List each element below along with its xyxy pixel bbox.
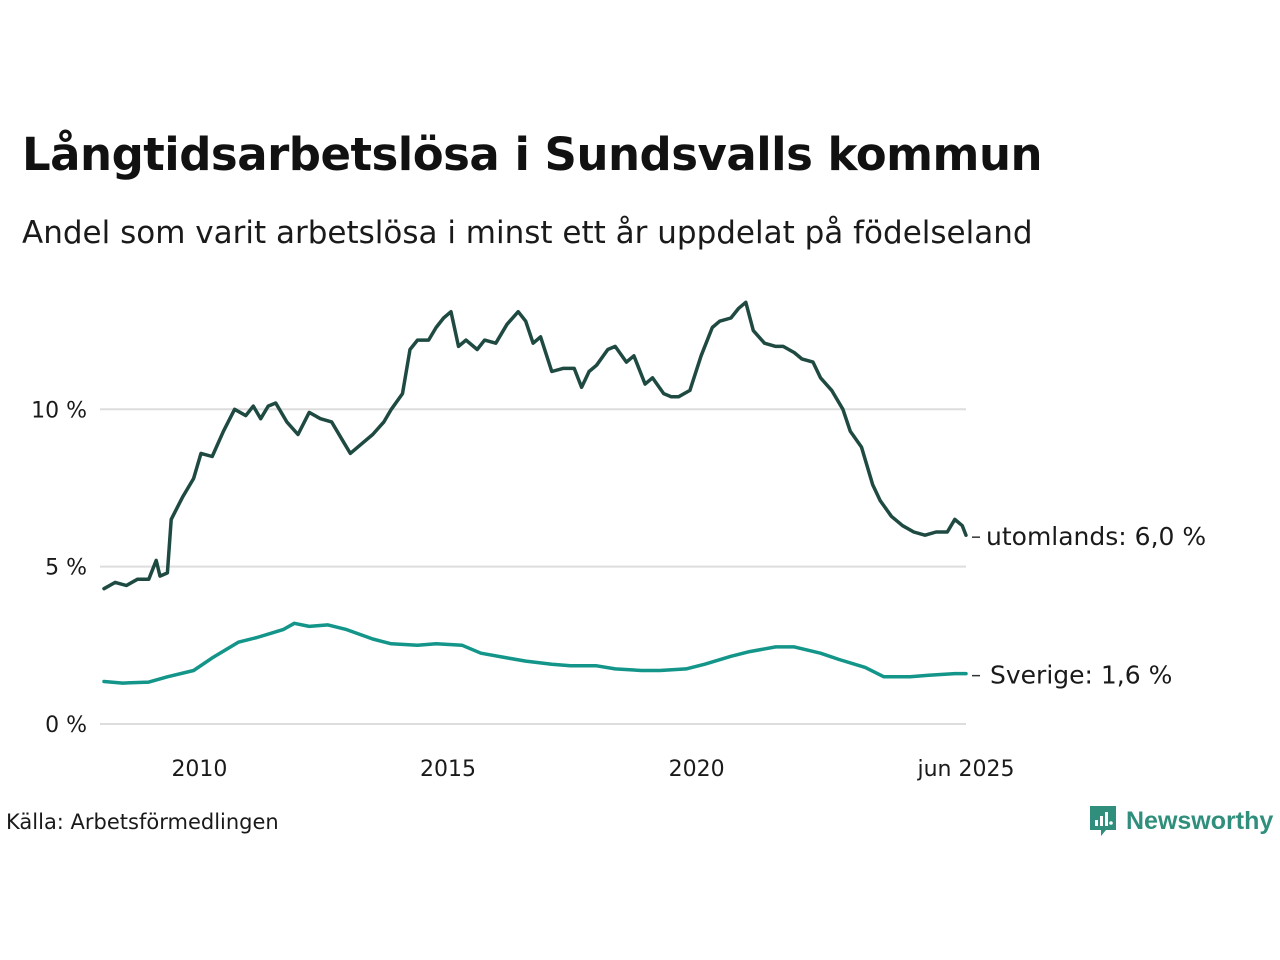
brand-name: Newsworthy (1126, 806, 1274, 835)
series-line-utomlands (102, 300, 968, 591)
end-labels: utomlands: 6,0 % Sverige: 1,6 % (972, 522, 1206, 690)
grid-lines (100, 408, 966, 725)
y-tick-label: 10 % (31, 398, 87, 423)
y-tick-label: 5 % (45, 556, 87, 581)
x-tick-label: 2010 (171, 757, 227, 782)
x-tick-label: 2015 (420, 757, 476, 782)
newsworthy-logo: Newsworthy (1088, 804, 1273, 838)
source-note: Källa: Arbetsförmedlingen (6, 810, 279, 834)
chart-subtitle: Andel som varit arbetslösa i minst ett å… (22, 215, 1033, 251)
x-tick-label: 2020 (669, 757, 725, 782)
y-tick-label: 0 % (45, 713, 87, 738)
series-line-sverige (102, 621, 968, 685)
x-tick-label: jun 2025 (917, 757, 1015, 782)
end-label-sverige: Sverige: 1,6 % (990, 661, 1172, 690)
chart-title: Långtidsarbetslösa i Sundsvalls kommun (22, 128, 1043, 181)
x-axis-ticks: 2010 2015 2020 jun 2025 (171, 757, 1014, 782)
end-label-utomlands: utomlands: 6,0 % (986, 522, 1206, 551)
newsworthy-icon (1090, 806, 1116, 836)
series-lines (102, 300, 968, 685)
y-axis-ticks: 0 % 5 % 10 % (31, 398, 87, 738)
